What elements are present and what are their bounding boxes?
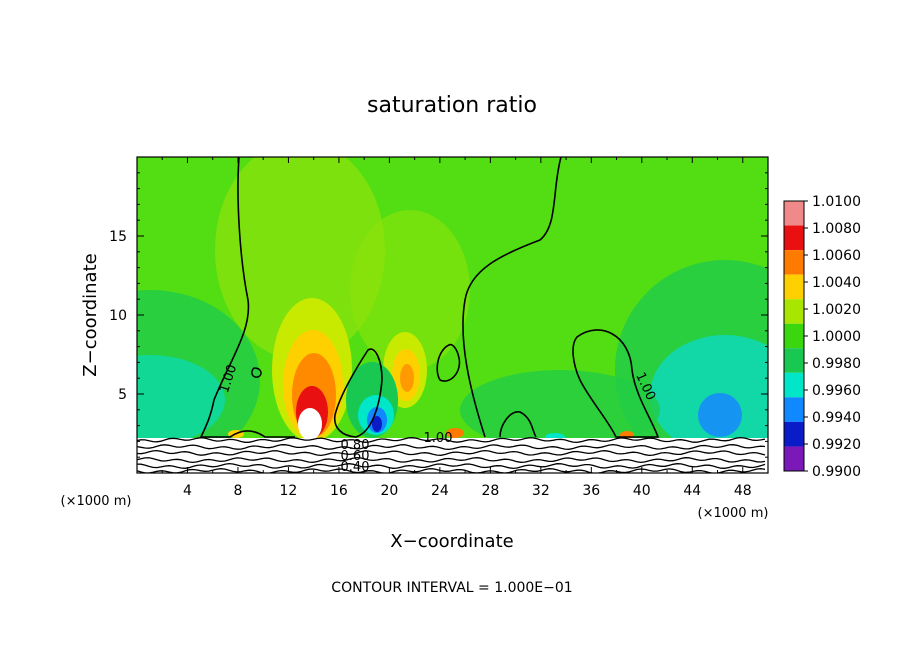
- x-tick-label: 4: [183, 483, 192, 499]
- contour-label: 0.60: [341, 449, 370, 464]
- ground-contour-line: [137, 436, 766, 444]
- x-tick-label: 32: [532, 483, 550, 499]
- x-axis: 4 8 12 16 20 24 28 32 36 40 44 48: [161, 157, 752, 499]
- contour-line: [199, 157, 295, 438]
- colorbar-swatch: [784, 274, 804, 300]
- ground-contour-line: [137, 449, 766, 457]
- ground-contour-line: [137, 462, 766, 470]
- colorbar-label: 1.0020: [812, 302, 861, 318]
- colorbar-label: 0.9920: [812, 437, 861, 453]
- ground-contour-line: [137, 456, 766, 464]
- contour-line: [436, 343, 461, 382]
- colorbar-label: 1.0060: [812, 248, 861, 264]
- contour-line: [333, 348, 383, 438]
- y-tick-label: 10: [109, 308, 127, 324]
- x-tick-label: 24: [431, 483, 449, 499]
- colorbar: 1.0100 1.0080 1.0060 1.0040 1.0020 1.0000 0.99…: [783, 194, 861, 480]
- x-tick-label: 8: [233, 483, 242, 499]
- x-tick-label: 12: [280, 483, 298, 499]
- ground-contour-line: [137, 443, 766, 451]
- colorbar-swatch: [784, 299, 804, 324]
- colorbar-swatch: [784, 201, 804, 226]
- colorbar-swatch: [784, 348, 804, 373]
- field-region: [215, 157, 385, 360]
- field-region: [137, 355, 225, 445]
- colorbar-swatch: [784, 372, 804, 398]
- colorbar-label: 0.9940: [812, 410, 861, 426]
- field-region: [446, 428, 464, 438]
- field-region: [298, 408, 322, 440]
- field-region: [698, 393, 742, 437]
- x-tick-label: 28: [481, 483, 499, 499]
- contour-line: [572, 329, 660, 438]
- colorbar-swatch: [784, 323, 804, 349]
- plot-field: [137, 157, 768, 473]
- field-region: [350, 210, 470, 370]
- colorbar-swatch: [784, 397, 804, 422]
- contour-label: 1.00: [424, 431, 453, 446]
- y-tick-label: 5: [118, 387, 127, 403]
- x-unit-left: (×1000 m): [61, 494, 132, 509]
- contour-label: 0.40: [341, 460, 370, 475]
- colorbar-swatch: [784, 225, 804, 251]
- colorbar-label: 1.0080: [812, 221, 861, 237]
- contour-label: 0.80: [341, 438, 370, 453]
- chart-title: saturation ratio: [367, 93, 537, 118]
- field-region: [372, 416, 382, 432]
- field-region: [400, 364, 414, 392]
- colorbar-label: 1.0100: [812, 194, 861, 210]
- ground-contour-line: [137, 468, 766, 473]
- ground-contours: [137, 436, 766, 473]
- colorbar-swatch: [784, 421, 804, 447]
- x-axis-title: X−coordinate: [390, 531, 513, 552]
- x-tick-label: 48: [734, 483, 752, 499]
- colorbar-label: 1.0000: [812, 329, 861, 345]
- x-unit-right: (×1000 m): [698, 506, 769, 521]
- x-tick-label: 40: [633, 483, 651, 499]
- colorbar-swatch: [784, 250, 804, 275]
- colorbar-label: 1.0040: [812, 275, 861, 291]
- contour-line: [462, 157, 562, 438]
- x-tick-label: 44: [683, 483, 701, 499]
- colorbar-swatch: [784, 446, 804, 471]
- ground-layer: [137, 438, 768, 473]
- colorbar-label: 0.9900: [812, 464, 861, 480]
- contour-interval-note: CONTOUR INTERVAL = 1.000E−01: [331, 580, 572, 596]
- y-axis: 5 10 15: [109, 172, 768, 458]
- x-tick-label: 36: [582, 483, 600, 499]
- y-axis-title: Z−coordinate: [80, 253, 101, 376]
- colorbar-label: 0.9980: [812, 356, 861, 372]
- field-region: [460, 370, 660, 450]
- colorbar-label: 0.9960: [812, 383, 861, 399]
- contour-line: [251, 367, 262, 378]
- y-tick-label: 15: [109, 229, 127, 245]
- x-tick-label: 16: [330, 483, 348, 499]
- contour-line: [499, 411, 537, 438]
- x-tick-label: 20: [380, 483, 398, 499]
